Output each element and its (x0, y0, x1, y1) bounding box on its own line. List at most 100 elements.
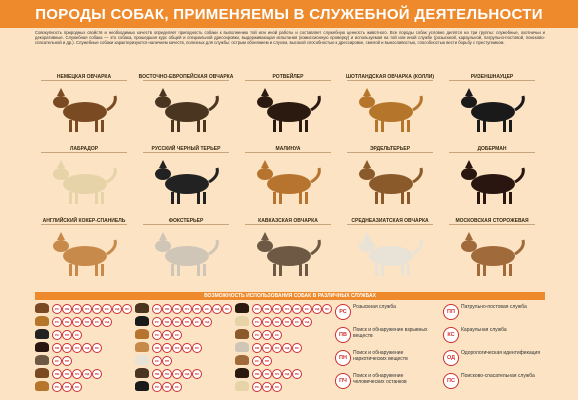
service-chip: ПП (162, 382, 172, 392)
breed-name: АНГЛИЙСКИЙ КОКЕР-СПАНИЕЛЬ (42, 218, 126, 224)
breed-card: ЭРДЕЛЬТЕРЬЕР (341, 146, 439, 212)
breed-card: ФОКСТЕРЬЕР (137, 218, 235, 284)
breed-name: РУССКИЙ ЧЕРНЫЙ ТЕРЬЕР (151, 146, 221, 152)
legend-badge: ПС (443, 373, 459, 389)
dog-body (471, 174, 515, 194)
dog-leg (177, 192, 180, 204)
service-chip: ОД (82, 369, 92, 379)
dog-leg (381, 120, 384, 132)
service-chip: ОД (102, 317, 112, 327)
service-chip: ПС (122, 304, 132, 314)
dog-ear (57, 160, 65, 168)
dog-tail (412, 95, 423, 112)
dog-tail (208, 239, 219, 256)
dog-leg (101, 120, 104, 132)
dog-head (155, 240, 171, 252)
dog-body (63, 246, 107, 266)
service-chip: ПС (222, 304, 232, 314)
breed-name: ЛАБРАДОР (69, 146, 99, 152)
mini-dog-icon (235, 355, 249, 365)
legend-badge: РС (335, 304, 351, 320)
service-chip: ПП (192, 304, 202, 314)
legend-label: Патрульно-постовая служба (461, 304, 527, 310)
dog-leg (197, 120, 200, 132)
service-chip: ПС (322, 304, 332, 314)
dog-body (267, 174, 311, 194)
legend-label: Караульная служба (461, 327, 507, 333)
service-chip: ПВ (62, 304, 72, 314)
dog-ear (261, 232, 269, 240)
service-chip: ПВ (52, 343, 62, 353)
dog-ear (363, 88, 371, 96)
divider (347, 80, 433, 81)
mini-dog-icon (35, 381, 49, 391)
dog-head (155, 96, 171, 108)
mini-dog-icon (235, 342, 249, 352)
dog-leg (101, 192, 104, 204)
dog-tail (310, 167, 321, 184)
dog-body (369, 246, 413, 266)
service-chip: ПП (282, 317, 292, 327)
service-chip: ПН (262, 343, 272, 353)
service-chip: ПН (172, 317, 182, 327)
dog-leg (299, 192, 302, 204)
page-title: ПОРОДЫ СОБАК, ПРИМЕНЯЕМЫ В СЛУЖЕБНОЙ ДЕЯ… (35, 5, 543, 23)
divider (41, 152, 127, 153)
legend-label: Поиск и обнаружение взрывных веществ (353, 327, 428, 339)
dog-head (257, 96, 273, 108)
service-chip: КС (172, 382, 182, 392)
dog-tail (106, 167, 117, 184)
mini-dog-icon (235, 381, 249, 391)
mini-dog-icon (35, 303, 49, 313)
mini-dog-icon (135, 316, 149, 326)
service-chip: ПП (262, 330, 272, 340)
service-chip: ПВ (152, 369, 162, 379)
dog-head (53, 96, 69, 108)
service-chip: ПВ (52, 369, 62, 379)
service-chip: КС (252, 356, 262, 366)
dog-ear (159, 88, 167, 96)
legend-item: РС Розыскная служба (335, 302, 435, 320)
dog-illustration (53, 88, 117, 132)
service-chip: ПВ (152, 343, 162, 353)
service-chip: ПП (292, 304, 302, 314)
divider (143, 224, 229, 225)
dog-leg (483, 120, 486, 132)
legend-item: ПЧ Поиск и обнаружение человеческих остан… (335, 371, 435, 389)
dog-body (369, 102, 413, 122)
service-chip: ПВ (62, 317, 72, 327)
dog-head (359, 168, 375, 180)
dog-leg (503, 264, 506, 276)
dog-head (461, 96, 477, 108)
mini-dog-icon (135, 303, 149, 313)
service-chip: ПН (62, 343, 72, 353)
service-chip: ПН (262, 369, 272, 379)
dog-tail (514, 167, 525, 184)
dog-leg (477, 120, 480, 132)
dog-tail (208, 95, 219, 112)
dog-illustration (461, 160, 525, 204)
breed-name: ФОКСТЕРЬЕР (168, 218, 204, 224)
dog-leg (509, 120, 512, 132)
divider (245, 152, 331, 153)
breed-name: РОТВЕЙЛЕР (272, 74, 304, 80)
intro-text: Совокупность природных свойств и необход… (35, 30, 545, 46)
dog-leg (305, 264, 308, 276)
legend-label: Поиск и обнаружение наркотических вещест… (353, 350, 408, 362)
dog-leg (273, 264, 276, 276)
service-chip: ПВ (162, 317, 172, 327)
breed-card: ДОБЕРМАН (443, 146, 541, 212)
service-chip: ПП (182, 317, 192, 327)
dog-leg (477, 264, 480, 276)
services-row: РС ПВ ПН ПЧ ПП КС ОД ПС РС ПВ ПН ПЧ ПП КС ОД ПС РС ПВ ПН ПЧ… (35, 302, 332, 314)
dog-leg (177, 264, 180, 276)
services-heading: ВОЗМОЖНОСТЬ ИСПОЛЬЗОВАНИЯ СОБАК В РАЗЛИЧ… (35, 292, 545, 300)
dog-ear (363, 232, 371, 240)
dog-leg (299, 264, 302, 276)
dog-leg (401, 192, 404, 204)
dog-leg (197, 264, 200, 276)
service-chip: ОД (202, 317, 212, 327)
dog-illustration (257, 232, 321, 276)
dog-body (165, 246, 209, 266)
service-chip: ПЧ (272, 369, 282, 379)
